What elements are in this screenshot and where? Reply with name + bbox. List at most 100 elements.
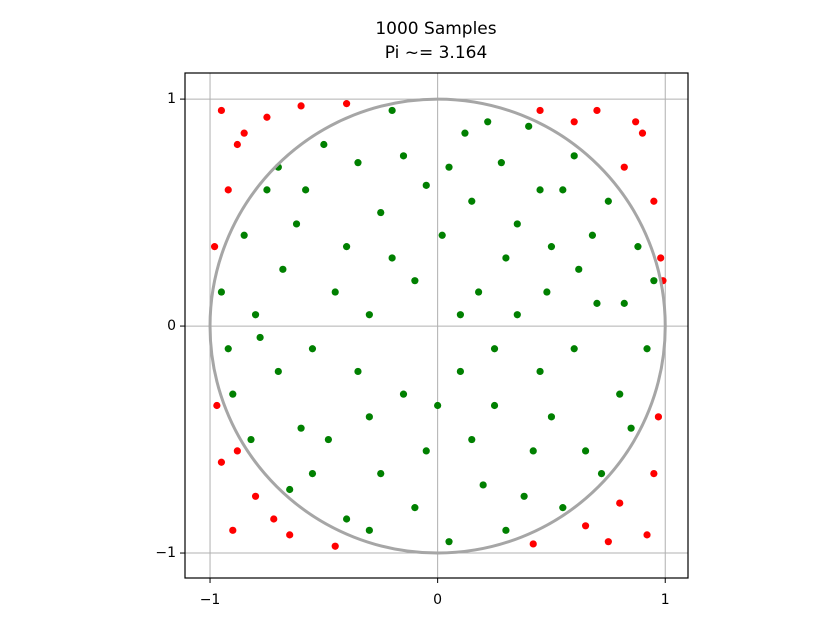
point <box>513 311 521 319</box>
point <box>247 435 255 444</box>
point <box>456 311 464 319</box>
point <box>643 345 651 353</box>
point <box>643 531 651 539</box>
point <box>297 424 305 432</box>
point <box>502 254 510 262</box>
point <box>224 186 232 194</box>
point <box>217 458 226 466</box>
point <box>559 186 567 194</box>
reference-circle <box>208 97 667 555</box>
point <box>456 367 464 376</box>
point <box>520 492 528 500</box>
point <box>543 288 551 296</box>
point <box>468 435 476 444</box>
point <box>229 526 237 534</box>
point <box>331 542 339 550</box>
point <box>479 481 487 489</box>
point <box>270 515 278 523</box>
point <box>388 254 396 262</box>
y-tick-label: −1 <box>155 545 176 561</box>
point <box>604 197 612 205</box>
point <box>575 265 583 273</box>
point <box>475 288 483 296</box>
point <box>213 401 221 410</box>
point <box>536 186 544 194</box>
point <box>620 299 628 307</box>
point <box>616 499 624 507</box>
point <box>434 401 442 410</box>
point <box>324 435 332 444</box>
y-tick-label: 1 <box>167 91 176 107</box>
point <box>627 424 635 432</box>
point <box>593 299 601 307</box>
point <box>342 100 351 108</box>
point <box>445 163 453 171</box>
point <box>320 140 328 149</box>
point <box>302 186 310 194</box>
point <box>263 113 271 121</box>
point <box>286 485 294 494</box>
point <box>342 243 351 251</box>
point <box>365 413 373 421</box>
point <box>411 277 419 285</box>
point <box>654 413 663 421</box>
point <box>233 140 241 149</box>
x-tick-label: 0 <box>433 592 442 608</box>
point <box>388 106 396 115</box>
point <box>650 197 658 205</box>
point <box>422 447 430 455</box>
point <box>292 220 301 228</box>
x-tick-label: −1 <box>200 592 221 608</box>
point <box>468 197 476 205</box>
point <box>650 469 658 478</box>
point <box>377 469 385 478</box>
point <box>513 220 521 228</box>
point <box>331 288 339 296</box>
point <box>229 390 237 398</box>
point <box>354 367 362 376</box>
point <box>604 538 612 546</box>
point <box>620 163 628 171</box>
point <box>570 152 578 160</box>
point <box>461 129 469 137</box>
point <box>638 129 647 137</box>
point <box>581 447 590 455</box>
point <box>484 118 492 126</box>
point <box>422 181 430 189</box>
point <box>634 243 642 251</box>
point <box>354 159 362 167</box>
point <box>597 469 606 478</box>
point <box>399 152 408 160</box>
point <box>297 102 305 110</box>
point <box>377 208 385 217</box>
point <box>525 122 533 130</box>
point <box>399 390 408 398</box>
point <box>490 345 499 353</box>
point <box>529 447 537 455</box>
point <box>342 515 351 523</box>
point <box>581 522 590 530</box>
y-tick-label: 0 <box>167 318 176 334</box>
point <box>570 118 578 126</box>
point <box>274 367 282 376</box>
chart-subtitle: Pi ~= 3.164 <box>385 43 488 63</box>
point <box>490 401 499 410</box>
point <box>650 277 658 285</box>
point <box>445 538 453 546</box>
point <box>279 265 287 273</box>
point <box>616 390 624 398</box>
chart-title: 1000 Samples <box>375 19 496 39</box>
point <box>308 469 317 478</box>
point <box>570 345 578 353</box>
point <box>536 367 544 376</box>
point <box>217 288 226 296</box>
point <box>210 243 219 251</box>
point <box>286 531 294 539</box>
point <box>497 159 505 167</box>
point <box>251 311 260 319</box>
point <box>547 243 556 251</box>
point <box>251 492 260 500</box>
point <box>547 413 556 421</box>
